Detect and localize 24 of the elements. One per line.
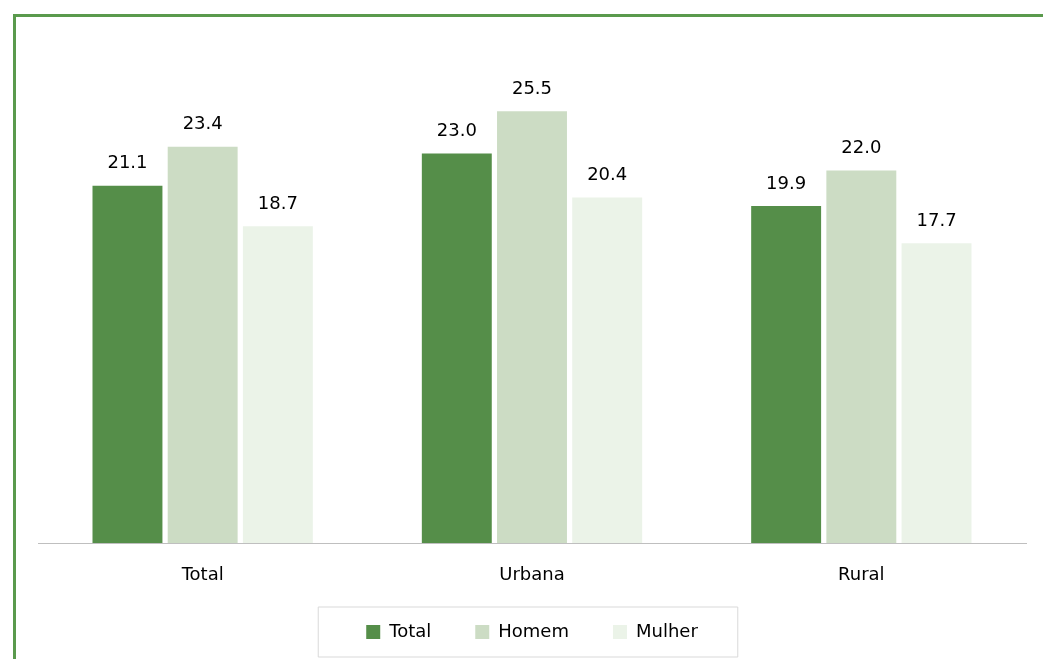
bar [92,185,163,543]
legend-label: Total [388,619,432,641]
bar [242,226,313,543]
data-label: 18.7 [257,192,298,214]
data-label: 17.7 [916,208,957,230]
legend-label: Mulher [635,619,699,641]
bar [497,111,567,543]
bar [421,153,492,543]
legend-label: Homem [498,619,569,641]
data-label: 23.0 [436,119,477,141]
bar [826,170,897,543]
data-label: 22.0 [841,136,882,158]
bar [751,206,822,543]
data-label: 25.5 [511,76,553,98]
data-label: 21.1 [107,151,148,173]
bar [167,146,238,543]
data-label: 23.4 [182,112,223,134]
x-tick-label: Total [180,563,224,585]
bar [572,197,643,543]
x-tick-label: Rural [838,563,885,585]
data-label: 20.4 [587,163,628,185]
bar [901,243,972,543]
data-label: 19.9 [766,171,807,193]
x-tick-label: Urbana [499,563,565,585]
